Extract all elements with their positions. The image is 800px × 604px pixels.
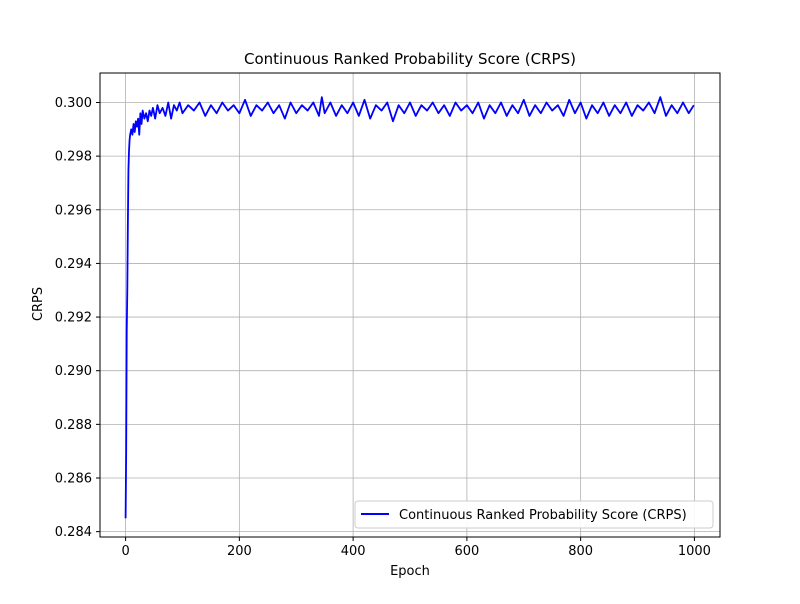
crps-series-line [124, 96, 695, 519]
series-layer [124, 96, 695, 519]
x-tick-label: 1000 [678, 544, 711, 559]
x-tick-label: 800 [568, 544, 593, 559]
x-axis-label: Epoch [390, 564, 430, 579]
plot-frame [99, 72, 721, 538]
legend-label: Continuous Ranked Probability Score (CRP… [399, 508, 687, 523]
y-tick-label: 0.292 [55, 311, 92, 326]
y-tick-label: 0.286 [55, 471, 92, 486]
tick-layer: 0 200 400 600 800 1000 0.284 0.286 0.288 0.290 0.2… [55, 96, 711, 559]
y-tick-label: 0.288 [55, 418, 92, 433]
x-tick-label: 0 [121, 544, 129, 559]
y-tick-label: 0.296 [55, 203, 92, 218]
y-tick-label: 0.284 [55, 525, 92, 540]
legend: Continuous Ranked Probability Score (CRP… [354, 500, 714, 529]
y-tick-label: 0.298 [55, 150, 92, 165]
x-tick-label: 400 [341, 544, 366, 559]
y-tick-label: 0.294 [55, 257, 92, 272]
legend-box [354, 500, 714, 529]
y-axis-label: CRPS [31, 287, 46, 321]
x-tick-label: 600 [454, 544, 479, 559]
y-tick-label: 0.290 [55, 364, 92, 379]
y-tick-label: 0.300 [55, 96, 92, 111]
x-tick-label: 200 [227, 544, 252, 559]
chart-title: Continuous Ranked Probability Score (CRP… [244, 50, 576, 68]
